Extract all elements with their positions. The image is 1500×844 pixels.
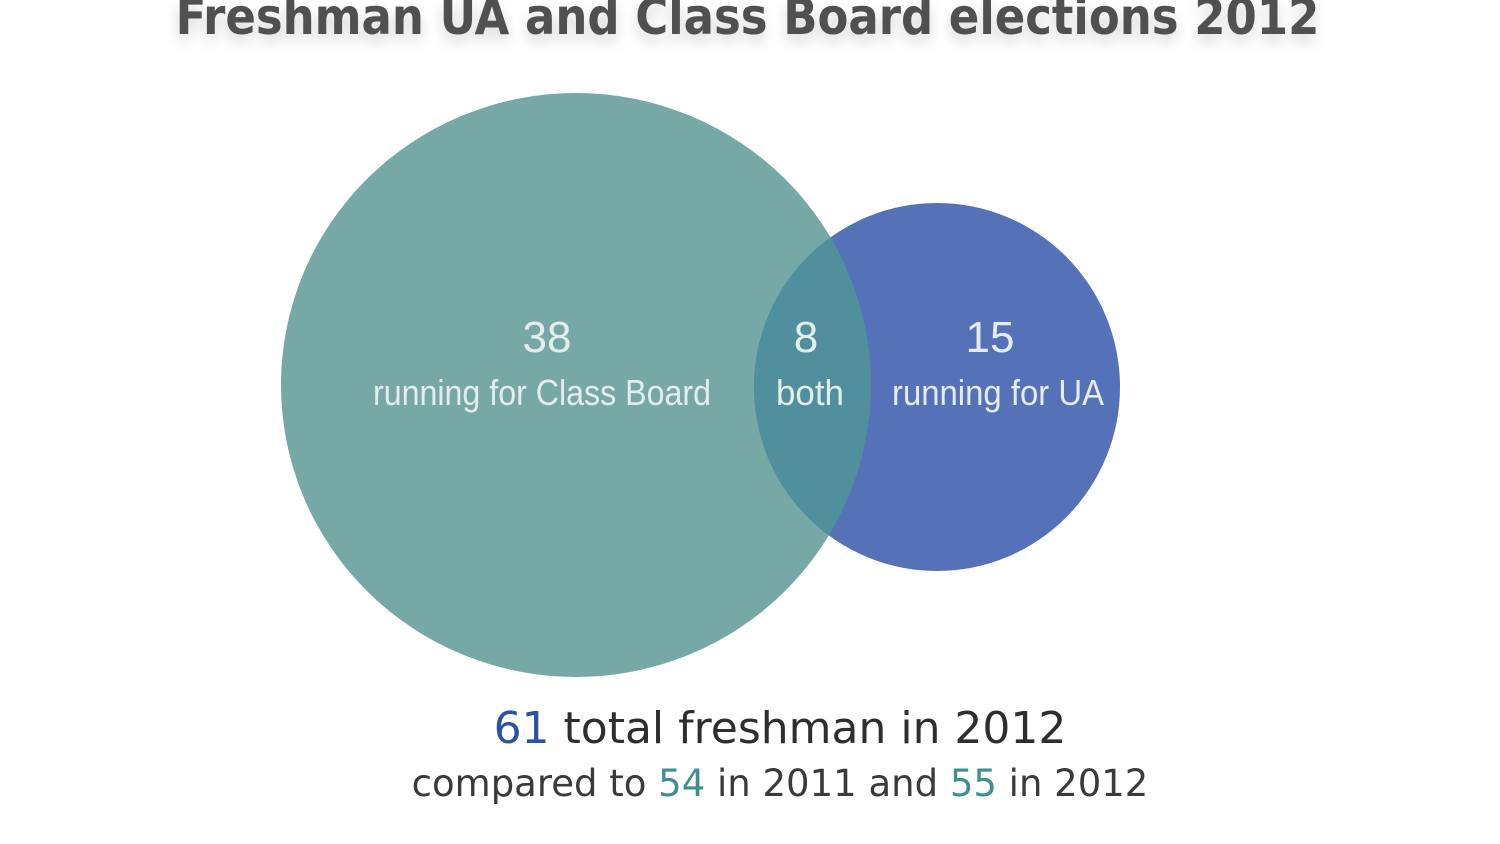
class-board-label: running for Class Board	[373, 372, 711, 413]
both-count: 8	[794, 313, 818, 362]
total-line: 61 total freshman in 2012	[0, 703, 1500, 754]
value-2012b: 55	[949, 762, 997, 805]
ua-count: 15	[966, 313, 1015, 362]
comparison-line: compared to 54 in 2011 and 55 in 2012	[0, 762, 1500, 805]
compare-prefix: compared to	[411, 762, 659, 805]
total-text: total freshman in 2012	[549, 703, 1067, 754]
compare-suffix: in 2012	[996, 762, 1149, 805]
chart-title: Freshman UA and Class Board elections 20…	[175, 0, 1320, 46]
value-2011: 54	[658, 762, 706, 805]
total-count: 61	[493, 703, 550, 754]
class-board-count: 38	[523, 313, 572, 362]
ua-label: running for UA	[892, 372, 1104, 413]
class-board-circle	[281, 93, 871, 677]
compare-mid: in 2011 and	[705, 762, 950, 805]
both-label: both	[776, 372, 844, 413]
